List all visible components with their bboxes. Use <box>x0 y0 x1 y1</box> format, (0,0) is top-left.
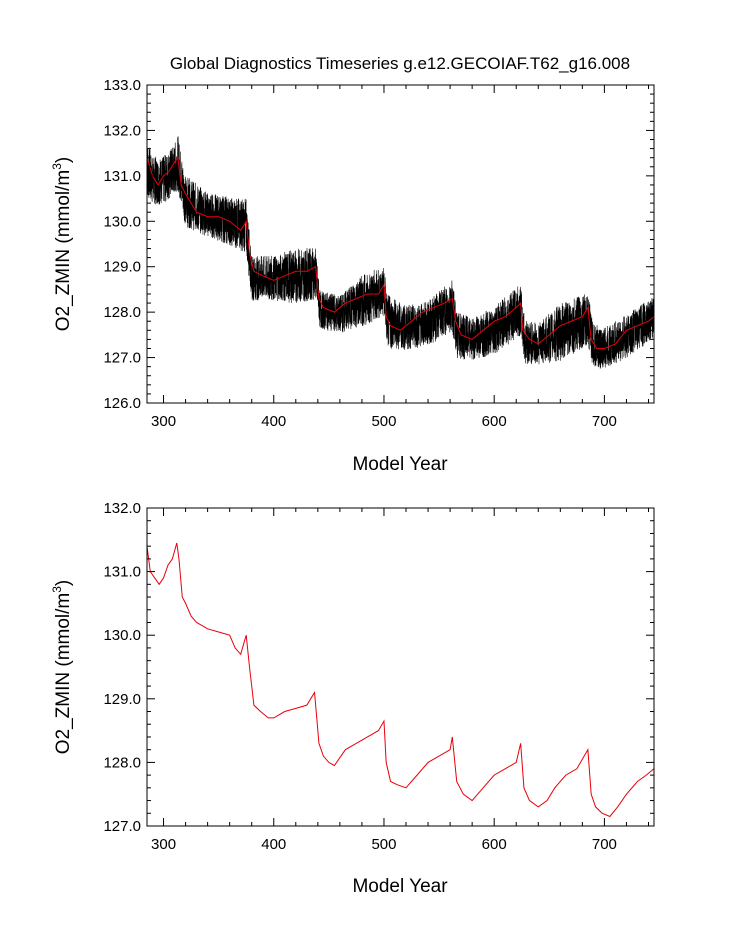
y-axis-label-superscript: 3 <box>50 586 64 593</box>
tick-marks-bottom <box>147 507 654 827</box>
x-tick-label: 300 <box>151 836 176 853</box>
y-tick-labels-bottom: 127.0 128.0 129.0 130.0 131.0 132.0 <box>103 500 141 835</box>
y-tick-label: 128.0 <box>103 754 141 771</box>
y-tick-label: 132.0 <box>103 500 141 517</box>
x-tick-label: 600 <box>482 413 507 430</box>
x-axis-label-top: Model Year <box>352 454 448 475</box>
y-tick-label: 128.0 <box>103 304 141 321</box>
y-tick-label: 126.0 <box>103 395 141 412</box>
annual-mean-line-bottom <box>146 542 655 818</box>
y-tick-labels-top: 126.0 127.0 128.0 129.0 130.0 131.0 132.… <box>103 77 141 412</box>
monthly-data-line <box>146 136 655 369</box>
y-axis-label-text: O2_ZMIN (mmol/m <box>53 170 74 332</box>
monthly-series-raw-lines <box>146 136 655 369</box>
x-tick-labels-bottom: 300 400 500 600 700 <box>151 836 617 853</box>
x-tick-label: 300 <box>151 413 176 430</box>
y-tick-label: 133.0 <box>103 77 141 94</box>
x-tick-label: 600 <box>482 836 507 853</box>
plot-frame-bottom <box>146 507 655 827</box>
x-tick-label: 700 <box>592 836 617 853</box>
bottom-timeseries-panel: 127.0 128.0 129.0 130.0 131.0 132.0 300 … <box>50 500 655 897</box>
tick-marks-top <box>147 84 654 404</box>
x-axis-label-bottom: Model Year <box>352 876 448 897</box>
y-axis-label-top: O2_ZMIN (mmol/m3) <box>50 157 74 332</box>
y-tick-label: 127.0 <box>103 818 141 835</box>
y-tick-label: 131.0 <box>103 564 141 581</box>
y-axis-label-superscript: 3 <box>50 163 64 170</box>
y-tick-label: 129.0 <box>103 691 141 708</box>
x-tick-label: 500 <box>371 836 396 853</box>
y-axis-label-text: O2_ZMIN (mmol/m <box>53 593 74 755</box>
x-tick-label: 500 <box>371 413 396 430</box>
x-tick-label: 400 <box>261 836 286 853</box>
chart-title: Global Diagnostics Timeseries g.e12.GECO… <box>170 54 630 73</box>
y-axis-label-close: ) <box>53 580 74 586</box>
x-tick-label: 700 <box>592 413 617 430</box>
top-timeseries-panel: Global Diagnostics Timeseries g.e12.GECO… <box>50 54 655 475</box>
y-tick-label: 129.0 <box>103 259 141 276</box>
y-tick-label: 131.0 <box>103 168 141 185</box>
y-tick-label: 130.0 <box>103 627 141 644</box>
y-tick-label: 132.0 <box>103 122 141 139</box>
annual-mean-line-top <box>146 156 655 349</box>
y-tick-label: 130.0 <box>103 213 141 230</box>
y-axis-label-close: ) <box>53 157 74 163</box>
y-axis-label-bottom: O2_ZMIN (mmol/m3) <box>50 580 74 755</box>
y-tick-label: 127.0 <box>103 350 141 367</box>
x-tick-label: 400 <box>261 413 286 430</box>
plot-frame-top <box>146 84 655 404</box>
x-tick-labels-top: 300 400 500 600 700 <box>151 413 617 430</box>
